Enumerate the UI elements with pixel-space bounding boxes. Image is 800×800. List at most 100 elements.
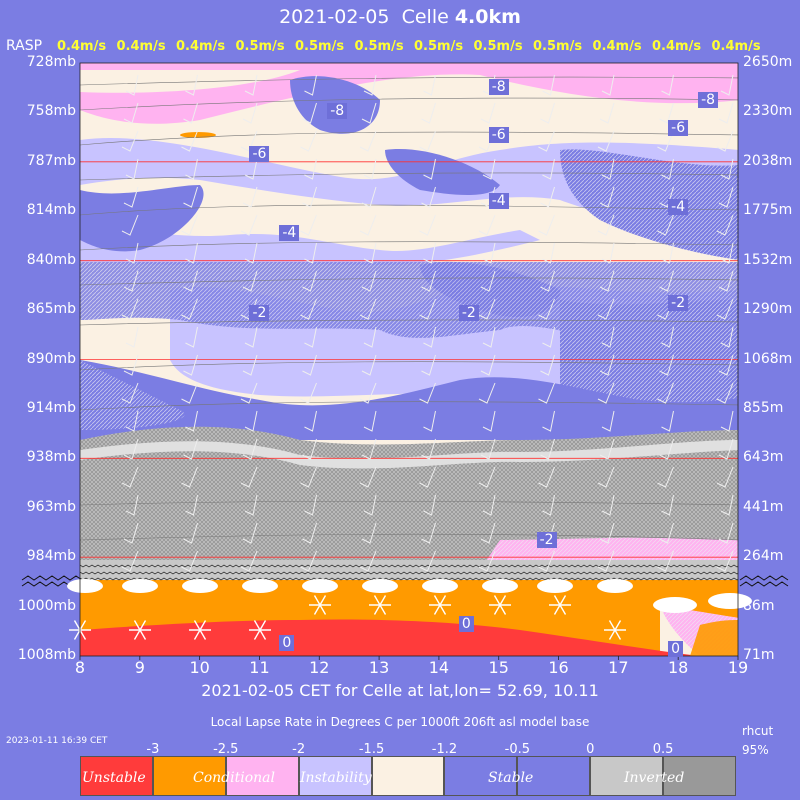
wind-barb bbox=[542, 74, 555, 96]
legend-category: Conditional bbox=[193, 770, 275, 786]
wind-barb bbox=[599, 186, 615, 208]
wind-barb bbox=[421, 270, 436, 292]
wind-barb bbox=[125, 74, 139, 96]
wind-barb bbox=[601, 410, 615, 432]
legend-swatch bbox=[517, 756, 591, 796]
snow-icon bbox=[309, 595, 331, 615]
wind-barb bbox=[777, 215, 793, 235]
wind-barb bbox=[183, 270, 198, 292]
wind-barb bbox=[421, 438, 436, 460]
pressure-label: 914mb bbox=[26, 399, 76, 416]
contour-label: 0 bbox=[458, 616, 474, 633]
wind-barb bbox=[716, 130, 734, 152]
wind-barb bbox=[601, 74, 615, 96]
wind-barb bbox=[185, 242, 198, 264]
wind-barb bbox=[478, 466, 496, 488]
wind-barb bbox=[244, 326, 258, 348]
wind-barb bbox=[597, 130, 615, 152]
wind-barb bbox=[300, 382, 317, 404]
wind-barb bbox=[419, 130, 436, 152]
wind-barb bbox=[361, 522, 377, 544]
wind-barb bbox=[720, 326, 734, 348]
wind-barb bbox=[597, 466, 615, 488]
wind-barb bbox=[125, 242, 139, 264]
wind-barb bbox=[597, 382, 615, 404]
contour-label: -2 bbox=[668, 295, 689, 312]
wind-barb bbox=[363, 410, 377, 432]
wind-barb bbox=[183, 186, 198, 208]
contour-label: -4 bbox=[279, 225, 300, 242]
wind-barb bbox=[419, 550, 436, 572]
wind-barb bbox=[181, 466, 198, 488]
snow-icon bbox=[189, 620, 211, 640]
wind-barb bbox=[181, 550, 198, 572]
wind-barb bbox=[185, 74, 198, 96]
contour-label: -2 bbox=[536, 531, 557, 548]
wind-barb bbox=[419, 298, 436, 320]
wind-barb bbox=[542, 158, 555, 180]
wind-speed-3: 0.5m/s bbox=[235, 39, 285, 54]
rhcut-value: 95% bbox=[742, 743, 769, 757]
pressure-label: 1000mb bbox=[17, 597, 76, 614]
snow-icon bbox=[549, 595, 571, 615]
wind-barb bbox=[718, 102, 734, 124]
wind-barb bbox=[716, 382, 734, 404]
wind-barb bbox=[183, 522, 198, 544]
wind-barb bbox=[240, 550, 258, 572]
wind-barb bbox=[538, 298, 555, 320]
hour-label: 16 bbox=[548, 658, 569, 677]
wind-barb bbox=[300, 214, 317, 236]
wind-barb bbox=[542, 494, 555, 516]
legend-swatch bbox=[663, 756, 736, 796]
wind-barb bbox=[183, 438, 198, 460]
wind-barb bbox=[123, 438, 139, 460]
wind-barb bbox=[599, 354, 615, 376]
wind-barb bbox=[716, 214, 734, 236]
wind-barb bbox=[538, 130, 555, 152]
wind-barb bbox=[244, 242, 258, 264]
wind-barb bbox=[599, 522, 615, 544]
height-label: 1532m bbox=[743, 251, 793, 268]
legend-swatch bbox=[590, 756, 664, 796]
legend-category: Inverted bbox=[624, 770, 685, 786]
wind-barb bbox=[302, 438, 317, 460]
wind-barb bbox=[421, 522, 436, 544]
wind-barb bbox=[777, 467, 793, 487]
wind-barb bbox=[482, 410, 496, 432]
wind-barb bbox=[240, 130, 258, 152]
contour-label: -4 bbox=[668, 198, 689, 215]
wind-speed-7: 0.5m/s bbox=[473, 39, 523, 54]
wind-barb bbox=[419, 466, 436, 488]
legend-swatch bbox=[444, 756, 518, 796]
wind-barb bbox=[779, 355, 793, 375]
wind-barb bbox=[125, 410, 139, 432]
wind-barb bbox=[540, 354, 555, 376]
wind-barb bbox=[302, 102, 317, 124]
wind-barb bbox=[302, 522, 317, 544]
hour-label: 12 bbox=[309, 658, 330, 677]
pressure-label: 963mb bbox=[26, 498, 76, 515]
hour-label: 14 bbox=[428, 658, 450, 677]
wind-speed-4: 0.5m/s bbox=[295, 39, 345, 54]
chart-title: 2021-02-05 Celle 4.0km bbox=[279, 6, 521, 28]
wind-barb bbox=[720, 158, 734, 180]
height-label: 441m bbox=[743, 498, 784, 515]
legend-swatch bbox=[371, 756, 445, 796]
pressure-label: 984mb bbox=[26, 548, 76, 565]
wind-barb bbox=[304, 74, 317, 96]
wind-barb bbox=[597, 298, 615, 320]
legend-tick: -3 bbox=[146, 742, 160, 757]
wind-barb bbox=[480, 354, 496, 376]
wind-barb bbox=[121, 382, 139, 404]
wind-barb bbox=[661, 326, 674, 348]
wind-barb bbox=[781, 75, 793, 95]
wind-barb bbox=[304, 158, 317, 180]
wind-barb bbox=[657, 214, 674, 236]
wind-barb bbox=[359, 298, 377, 320]
wind-barb bbox=[244, 158, 258, 180]
legend-swatch bbox=[80, 756, 153, 796]
wind-barb bbox=[779, 187, 793, 207]
wind-barbs bbox=[121, 74, 793, 572]
wind-barb bbox=[300, 298, 317, 320]
